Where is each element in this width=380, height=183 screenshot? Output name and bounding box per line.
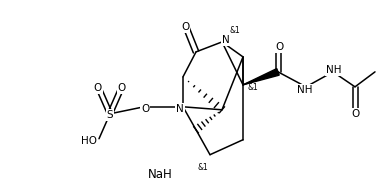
Text: O: O [94,83,102,93]
Text: &1: &1 [248,83,259,92]
Text: NH: NH [297,85,313,95]
Text: &1: &1 [229,26,240,36]
Text: O: O [352,109,360,119]
Text: HO: HO [81,136,97,146]
Text: S: S [107,110,113,120]
Text: O: O [141,104,149,114]
Text: O: O [275,42,283,52]
Text: O: O [181,22,189,32]
Polygon shape [243,69,279,85]
Text: N: N [176,104,184,114]
Text: NH: NH [326,65,342,75]
Text: N: N [222,35,230,45]
Text: NaH: NaH [147,168,173,181]
Text: O: O [118,83,126,93]
Text: &1: &1 [198,163,209,172]
